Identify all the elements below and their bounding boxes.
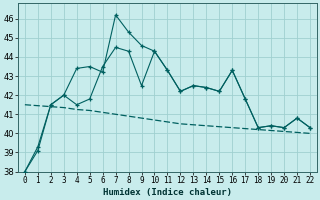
X-axis label: Humidex (Indice chaleur): Humidex (Indice chaleur): [103, 188, 232, 197]
